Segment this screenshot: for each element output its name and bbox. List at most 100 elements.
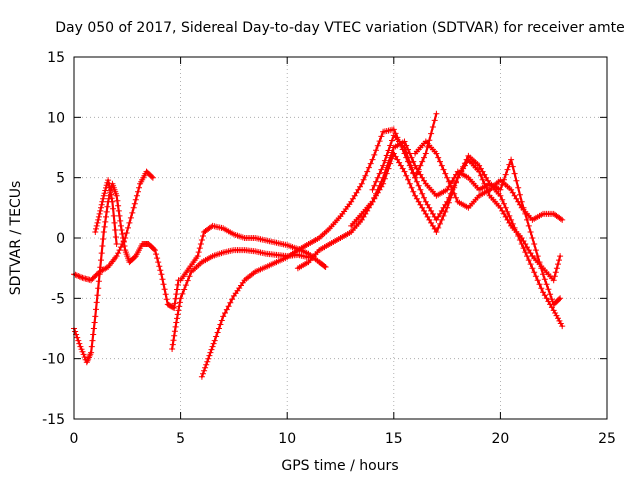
data-point — [419, 158, 426, 165]
data-point — [98, 201, 105, 208]
data-point — [223, 306, 230, 313]
data-point — [79, 348, 86, 355]
data-point — [135, 188, 141, 195]
data-point — [126, 219, 133, 226]
data-point — [453, 194, 459, 201]
data-point — [184, 277, 191, 284]
data-point — [538, 265, 545, 272]
data-point — [174, 281, 181, 288]
data-point — [538, 285, 545, 292]
data-point — [107, 187, 114, 194]
data-point — [97, 207, 104, 214]
data-point — [172, 323, 179, 330]
data-point — [365, 164, 372, 171]
data-point — [508, 186, 515, 193]
data-point — [545, 286, 552, 293]
y-tick-label: 10 — [47, 110, 65, 126]
data-point — [557, 320, 564, 327]
data-point — [525, 257, 532, 264]
data-point — [501, 200, 507, 207]
data-point — [200, 370, 206, 377]
data-point — [438, 162, 445, 169]
data-point — [115, 250, 122, 257]
data-point — [156, 263, 163, 270]
data-point — [76, 273, 83, 280]
data-point — [559, 323, 566, 330]
data-point — [214, 329, 221, 336]
data-point — [95, 285, 102, 292]
data-point — [110, 212, 117, 219]
data-point — [169, 346, 176, 352]
data-point — [536, 281, 543, 288]
data-point — [543, 295, 550, 302]
data-point — [502, 204, 509, 211]
data-point — [75, 337, 82, 344]
data-point — [389, 137, 395, 144]
data-point — [438, 207, 445, 214]
data-point — [158, 271, 165, 278]
x-tick-label: 10 — [278, 431, 296, 447]
data-point — [557, 215, 564, 222]
data-point — [421, 194, 427, 201]
data-point — [92, 229, 99, 235]
data-point — [360, 176, 367, 183]
data-point — [194, 253, 201, 260]
data-point — [110, 205, 117, 212]
data-point — [543, 281, 550, 288]
data-point — [177, 295, 184, 302]
data-point — [531, 241, 538, 247]
series-track-f — [198, 110, 440, 380]
data-point — [90, 331, 97, 338]
data-point — [378, 133, 385, 140]
data-point — [456, 171, 463, 177]
data-point — [435, 154, 442, 161]
y-tick-label: -15 — [42, 412, 65, 428]
data-point — [390, 126, 397, 133]
data-point — [227, 299, 234, 306]
data-point — [460, 163, 467, 170]
data-point — [367, 160, 374, 167]
data-point — [406, 180, 413, 187]
data-point — [453, 178, 459, 185]
data-point — [433, 229, 440, 235]
data-point — [74, 334, 81, 341]
series-line — [200, 112, 438, 378]
series-track-j — [412, 138, 566, 223]
data-point — [506, 212, 513, 219]
data-point — [78, 274, 85, 281]
data-point — [197, 241, 204, 247]
data-point — [225, 303, 232, 310]
data-point — [218, 317, 225, 324]
data-point — [94, 219, 101, 226]
data-point — [105, 180, 112, 187]
data-point — [422, 150, 429, 157]
data-point — [98, 257, 104, 264]
data-point — [173, 319, 180, 326]
data-point — [550, 307, 557, 314]
data-point — [106, 184, 113, 191]
x-tick-label: 25 — [598, 431, 616, 447]
series-track-c — [92, 177, 120, 247]
data-point — [524, 253, 530, 260]
data-point — [437, 220, 443, 227]
data-point — [426, 137, 433, 144]
data-point — [229, 296, 236, 303]
data-point — [376, 138, 383, 145]
data-point — [390, 150, 397, 157]
data-point — [76, 340, 83, 347]
data-point — [381, 157, 388, 164]
x-tick-labels: 0 5 10 15 20 25 — [70, 431, 616, 447]
data-point — [195, 249, 202, 256]
data-point — [481, 180, 488, 187]
data-point — [433, 150, 440, 157]
series-track-g — [294, 138, 566, 330]
data-point — [442, 208, 449, 215]
data-point — [176, 303, 183, 310]
data-point — [103, 264, 110, 271]
data-point — [540, 271, 546, 278]
data-point — [405, 176, 411, 183]
series-track-a — [71, 180, 182, 366]
data-point — [103, 213, 109, 220]
data-point — [159, 276, 166, 283]
data-point — [77, 343, 84, 350]
